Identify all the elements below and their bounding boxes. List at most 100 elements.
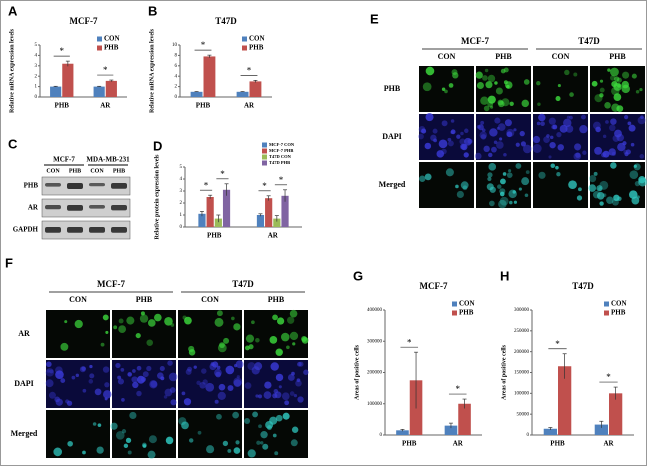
cell-signal — [419, 175, 426, 183]
cell-signal — [289, 391, 295, 396]
cell-signal — [293, 394, 298, 398]
cell-signal — [205, 382, 215, 392]
cell-signal — [551, 124, 556, 130]
cell-signal — [640, 115, 644, 119]
cell-signal — [136, 390, 142, 397]
cell-signal — [53, 447, 63, 457]
cell-signal — [488, 163, 497, 171]
cell-line-label: T47D — [578, 36, 600, 46]
cell-signal — [616, 105, 624, 113]
cell-signal — [163, 395, 168, 399]
cell-signal — [489, 128, 498, 137]
cell-signal — [460, 131, 464, 136]
cell-signal — [476, 81, 484, 90]
y-tick-label: 4 — [175, 74, 178, 79]
bar — [203, 56, 216, 97]
cell-signal — [546, 134, 550, 138]
cell-signal — [631, 73, 637, 79]
cell-signal — [536, 81, 541, 86]
cell-signal — [102, 366, 110, 373]
legend-label: CON — [611, 300, 627, 308]
condition-label: CON — [201, 295, 219, 304]
cell-signal — [275, 414, 283, 422]
cell-signal — [607, 68, 611, 72]
cell-signal — [636, 195, 640, 199]
cell-signal — [521, 177, 530, 186]
cell-signal — [617, 196, 622, 202]
bar — [236, 91, 249, 97]
cell-signal — [45, 379, 54, 388]
cell-signal — [508, 189, 517, 199]
cell-signal — [480, 96, 489, 105]
bar — [543, 428, 557, 435]
cell-signal — [506, 172, 513, 179]
cell-signal — [120, 368, 125, 372]
cell-signal — [260, 430, 268, 439]
blot-band — [89, 183, 105, 187]
cell-signal — [639, 154, 645, 159]
cell-signal — [170, 323, 175, 327]
cell-signal — [515, 142, 520, 147]
cell-signal — [168, 372, 178, 382]
cell-signal — [581, 114, 586, 120]
y-tick-label: 300000 — [514, 308, 530, 313]
bar — [249, 81, 262, 97]
y-tick-label: 3 — [35, 64, 38, 69]
cell-signal — [447, 137, 452, 142]
cell-signal — [532, 135, 541, 144]
cell-signal — [234, 364, 238, 368]
cell-signal — [538, 171, 546, 179]
cell-signal — [621, 80, 630, 89]
cell-signal — [445, 168, 454, 177]
cell-signal — [447, 140, 454, 147]
cell-signal — [616, 77, 622, 83]
cell-signal — [148, 435, 157, 444]
cell-signal — [92, 422, 97, 426]
cell-signal — [170, 399, 177, 406]
cell-signal — [159, 365, 165, 372]
chart-title: T47D — [215, 16, 237, 26]
y-tick-label: 300000 — [367, 339, 383, 344]
cell-signal — [602, 150, 610, 158]
micrograph — [476, 162, 531, 208]
legend-swatch — [262, 160, 267, 166]
cell-signal — [188, 349, 196, 356]
cell-signal — [218, 383, 226, 391]
cell-signal — [610, 162, 617, 169]
cell-signal — [475, 71, 483, 79]
row-label: AR — [18, 329, 30, 338]
x-tick-label: AR — [268, 232, 279, 240]
legend-label: T47D CON — [269, 154, 292, 159]
cell-signal — [484, 68, 489, 73]
cell-signal — [127, 372, 132, 377]
cell-signal — [225, 365, 235, 375]
legend-swatch — [262, 148, 267, 154]
legend-label: PHB — [611, 309, 626, 317]
condition-label: PHB — [113, 168, 125, 174]
bar — [458, 403, 471, 435]
cell-signal — [89, 373, 95, 379]
cell-signal — [604, 102, 611, 109]
cell-signal — [424, 173, 432, 181]
significance-mark: * — [262, 181, 267, 191]
cell-signal — [576, 195, 583, 201]
blot-band — [111, 183, 127, 189]
cell-signal — [199, 381, 206, 389]
cell-signal — [55, 398, 63, 406]
cell-signal — [573, 72, 578, 77]
cell-signal — [433, 138, 437, 143]
cell-signal — [291, 371, 295, 376]
cell-signal — [244, 345, 250, 351]
cell-signal — [251, 320, 255, 325]
cell-signal — [549, 135, 554, 140]
cell-signal — [150, 380, 158, 388]
cell-signal — [582, 150, 587, 155]
panel-letter: E — [370, 11, 379, 26]
y-tick-label: 50000 — [517, 412, 530, 417]
legend-swatch — [262, 142, 267, 148]
panel-letter: F — [5, 255, 13, 270]
cell-signal — [81, 366, 86, 371]
cell-signal — [254, 362, 263, 371]
cell-signal — [258, 424, 262, 429]
